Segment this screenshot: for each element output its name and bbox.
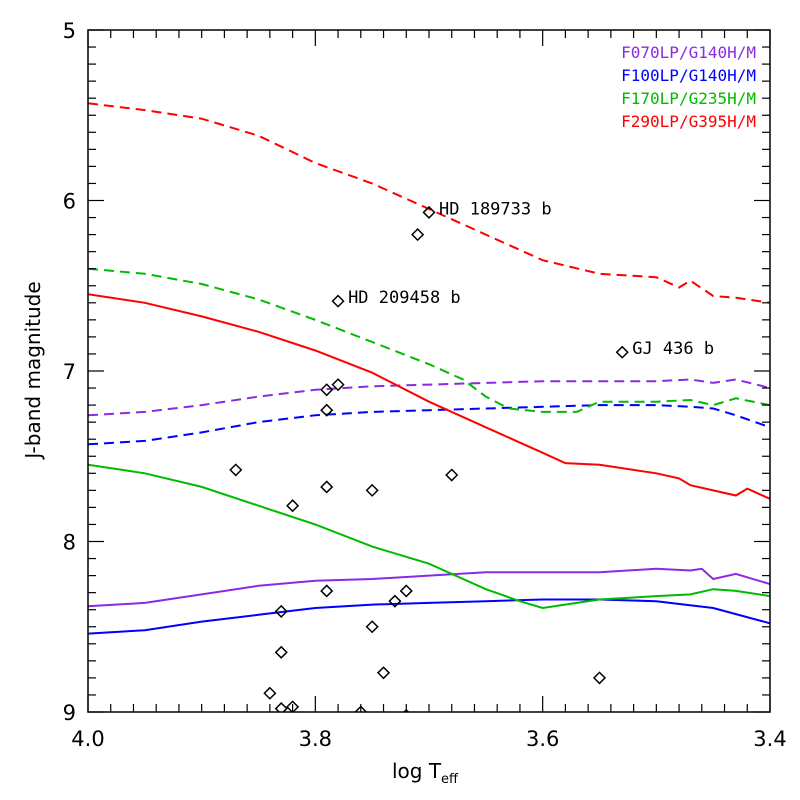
series-line-7 [88, 293, 770, 500]
series-line-4 [88, 567, 770, 608]
data-point-19 [331, 378, 345, 392]
data-point-1 [320, 480, 334, 494]
data-point-12 [263, 686, 277, 700]
data-point-23 [331, 294, 345, 308]
data-point-9 [365, 620, 379, 634]
data-point-2 [286, 499, 300, 513]
annotation-0: HD 189733 b [439, 199, 552, 219]
series-line-2 [88, 267, 770, 413]
legend-entry-1: F100LP/G140H/M [621, 66, 756, 85]
data-point-13 [274, 702, 288, 712]
data-point-17 [592, 671, 607, 685]
data-point-20 [320, 403, 334, 417]
series-line-0 [88, 378, 770, 417]
x-tick-label: 4.0 [71, 727, 104, 751]
data-point-5 [320, 584, 334, 598]
data-point-6 [388, 594, 402, 608]
series-line-3 [88, 102, 770, 304]
data-point-24 [615, 345, 629, 359]
data-point-21 [411, 228, 425, 242]
y-tick-label: 8 [63, 531, 76, 555]
data-point-14 [286, 700, 300, 712]
y-axis-label: J-band magnitude [21, 281, 45, 460]
x-tick-label: 3.4 [753, 727, 786, 751]
data-point-15 [354, 705, 368, 712]
legend-entry-0: F070LP/G140H/M [621, 43, 756, 62]
x-axis-label-subscript: eff [441, 772, 459, 787]
annotation-1: HD 209458 b [348, 288, 461, 308]
legend: F070LP/G140H/M F100LP/G140H/M F170LP/G235H… [621, 43, 756, 131]
data-point-3 [365, 483, 379, 497]
y-tick-label: 6 [63, 190, 76, 214]
data-point-18 [320, 383, 334, 397]
series-line-1 [88, 404, 770, 446]
x-tick-label: 3.8 [299, 727, 332, 751]
data-point-10 [274, 645, 288, 659]
annotations-layer: HD 189733 b HD 209458 b GJ 436 b [348, 199, 714, 359]
y-tick-label: 5 [63, 19, 76, 43]
legend-entry-2: F170LP/G235H/M [621, 89, 756, 108]
data-point-7 [399, 584, 413, 598]
y-tick-label: 7 [63, 360, 76, 384]
data-point-11 [376, 666, 391, 680]
data-points-layer [229, 205, 629, 712]
annotation-2: GJ 436 b [632, 339, 714, 359]
axes-layer: 4.0 3.8 3.6 3.4 5 6 7 8 9 [63, 19, 787, 751]
plot-frame [87, 29, 771, 713]
series-line-6 [88, 463, 770, 610]
x-axis-label-main: log T [392, 759, 442, 783]
data-point-0 [229, 463, 243, 477]
x-tick-label: 3.6 [526, 727, 559, 751]
data-point-4 [445, 468, 459, 482]
y-tick-label: 9 [63, 701, 76, 725]
data-point-22 [422, 205, 436, 219]
x-axis-label: log Teff [392, 759, 459, 787]
series-lines-layer [88, 102, 770, 635]
data-point-8 [274, 604, 288, 618]
series-line-5 [88, 598, 770, 635]
legend-entry-3: F290LP/G395H/M [621, 112, 756, 131]
